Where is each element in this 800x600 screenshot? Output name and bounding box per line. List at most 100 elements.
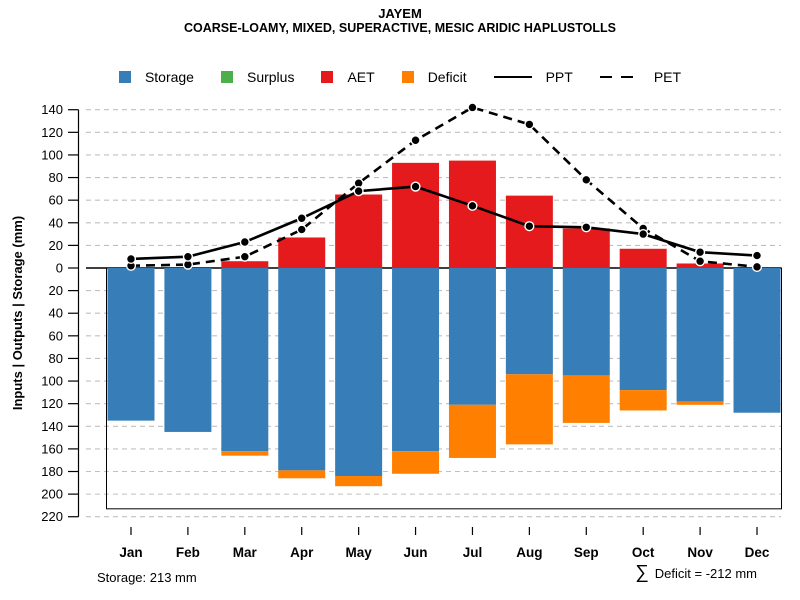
bar-aet-jun (392, 162, 440, 268)
y-tick-label-40: 40 (49, 215, 63, 230)
legend-label-ppt: PPT (545, 69, 573, 85)
x-tick-label-mar: Mar (233, 545, 258, 560)
y-tick-label-neg200: 200 (41, 487, 63, 502)
legend-item-surplus: Surplus (220, 69, 295, 85)
y-tick-label-neg220: 220 (41, 509, 63, 524)
bar-storage-nov (676, 268, 724, 402)
bar-deficit-nov (676, 401, 724, 405)
pet-line (130, 106, 758, 269)
pet-point-jul (467, 102, 478, 113)
pet-point-mar (239, 251, 250, 262)
bar-storage-mar (221, 268, 269, 452)
y-tick-label-neg20: 20 (49, 283, 63, 298)
bar-storage-jun (392, 268, 440, 452)
bar-aet-sep (562, 228, 610, 268)
ppt-point-dec (751, 250, 763, 261)
bar-deficit-oct (619, 390, 667, 411)
bar-deficit-may (335, 476, 383, 487)
bar-storage-feb (164, 268, 212, 432)
y-tick-label-100: 100 (41, 147, 63, 162)
ppt-point-oct (638, 228, 649, 240)
legend-pet-line-sample (599, 75, 640, 79)
y-tick-label-neg160: 160 (41, 441, 63, 456)
bar-storage-oct (619, 268, 667, 391)
pet-point-sep (581, 174, 592, 185)
legend-ppt-line-sample (493, 76, 532, 78)
x-tick-label-nov: Nov (687, 545, 713, 560)
y-tick-label-neg180: 180 (41, 464, 63, 479)
legend-label-deficit: Deficit (427, 69, 467, 85)
ppt-point-mar (239, 236, 250, 248)
pet-point-apr (296, 224, 307, 235)
legend-storage-swatch (118, 71, 131, 83)
pet-point-aug (524, 119, 535, 130)
y-tick-label-neg140: 140 (41, 419, 63, 434)
y-tick-label-80: 80 (49, 170, 63, 185)
bar-storage-apr (278, 268, 326, 471)
legend: Storage Surplus AET Deficit PPT PET (0, 66, 800, 88)
bar-aet-mar (221, 261, 269, 268)
legend-label-surplus: Surplus (246, 69, 295, 85)
deficit-sum-label: ∑ Deficit = -212 mm (635, 563, 757, 582)
ppt-point-jan (125, 253, 137, 265)
bar-deficit-aug (505, 374, 553, 445)
x-tick-label-aug: Aug (516, 545, 542, 560)
legend-item-deficit: Deficit (401, 69, 467, 85)
y-tick-label-neg60: 60 (49, 328, 63, 343)
bar-storage-jul (448, 268, 496, 405)
y-tick-label-120: 120 (41, 125, 63, 140)
bar-storage-aug (505, 268, 553, 375)
pet-point-dec (751, 261, 763, 272)
legend-item-ppt: PPT (493, 69, 573, 85)
pet-point-jun (410, 135, 421, 146)
x-tick-label-may: May (346, 545, 373, 560)
y-tick-label-neg120: 120 (41, 396, 63, 411)
bar-aet-aug (505, 195, 553, 268)
ppt-point-jul (467, 200, 478, 211)
x-tick-label-jun: Jun (404, 545, 428, 560)
bar-deficit-jul (448, 404, 496, 458)
bar-aet-oct (619, 248, 667, 268)
deficit-sum-text: Deficit = -212 mm (654, 566, 757, 581)
ppt-point-feb (182, 251, 194, 262)
x-tick-label-jul: Jul (463, 545, 483, 560)
legend-aet-swatch (321, 71, 334, 83)
chart-title: JAYEM (378, 6, 422, 21)
y-tick-label-0: 0 (56, 261, 63, 276)
ppt-point-may (353, 186, 364, 197)
bar-aet-apr (278, 237, 326, 268)
legend-label-pet: PET (653, 69, 682, 85)
bar-deficit-apr (278, 470, 326, 479)
x-tick-label-oct: Oct (632, 545, 655, 560)
bar-storage-jan (107, 268, 155, 421)
x-tick-label-dec: Dec (745, 545, 770, 560)
storage-capacity-box (106, 267, 783, 510)
legend-label-aet: AET (347, 69, 375, 85)
x-tick-label-feb: Feb (176, 545, 200, 560)
x-tick-label-apr: Apr (290, 545, 314, 560)
bar-storage-may (335, 268, 383, 477)
legend-label-storage: Storage (144, 69, 194, 85)
legend-surplus-swatch (220, 71, 233, 83)
ppt-point-sep (581, 222, 592, 233)
bar-aet-may (335, 194, 383, 268)
legend-item-storage: Storage (118, 69, 194, 85)
bar-deficit-mar (221, 451, 269, 456)
legend-deficit-swatch (401, 71, 414, 83)
ppt-point-nov (694, 247, 706, 258)
legend-item-pet: PET (599, 69, 682, 85)
bar-storage-sep (562, 268, 610, 376)
ppt-point-jun (410, 181, 421, 192)
ppt-point-apr (296, 213, 307, 224)
chart-subtitle: COARSE-LOAMY, MIXED, SUPERACTIVE, MESIC … (184, 21, 616, 35)
bar-deficit-sep (562, 375, 610, 423)
bar-deficit-jun (392, 451, 440, 474)
y-tick-label-neg80: 80 (49, 351, 63, 366)
y-tick-label-60: 60 (49, 193, 63, 208)
y-tick-label-140: 140 (41, 102, 63, 117)
ppt-point-aug (524, 221, 535, 232)
bar-storage-dec (733, 268, 781, 413)
pet-point-nov (694, 256, 706, 267)
